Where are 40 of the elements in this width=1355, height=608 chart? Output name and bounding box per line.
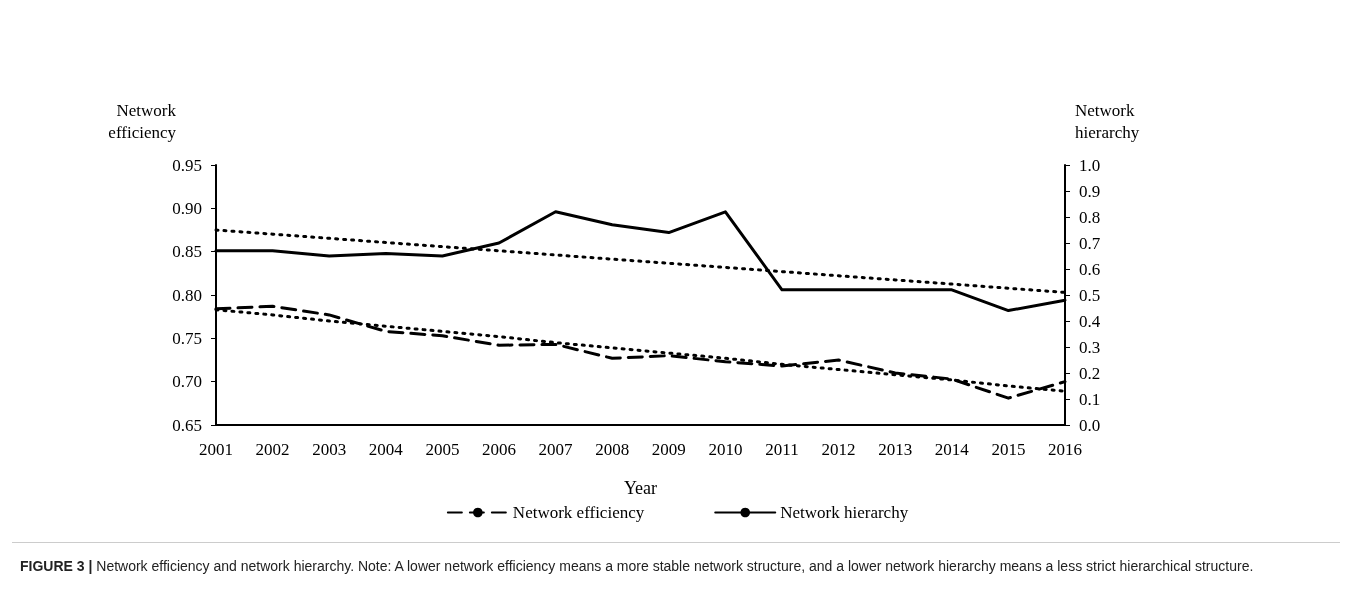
y2-tick-label: 0.7	[1079, 233, 1101, 253]
x-axis-title: Year	[623, 478, 658, 498]
y-tick-label: 0.85	[172, 242, 202, 262]
y-tick-label: 0.65	[172, 415, 202, 435]
caption: FIGURE 3 | Network efficiency and network hierarchy. Note: A lower network efficiency means a more stable network structure, and a lower network hierarchy means a less strict hierarchical structure.	[20, 557, 1255, 576]
y2-tick-label: 0.5	[1079, 285, 1101, 305]
y2-axis-title: Network hierarchy	[1075, 100, 1140, 142]
x-tick-label: 2015	[991, 440, 1026, 459]
y2-tick-label: 0.9	[1079, 181, 1101, 201]
x-tick-label: 2012	[821, 440, 856, 459]
x-tick-label: 2005	[425, 440, 460, 459]
y2-tick-label: 0.6	[1079, 259, 1101, 279]
x-tick-label: 2001	[199, 440, 233, 459]
y2-tick-label: 1.0	[1079, 155, 1101, 175]
y2-tick-label: 0.0	[1079, 415, 1101, 435]
y2-tick-label: 0.4	[1079, 311, 1101, 331]
x-tick-label: 2003	[312, 440, 347, 459]
y2-tick-label: 0.1	[1079, 389, 1101, 409]
y2-tick-label: 0.2	[1079, 363, 1101, 383]
x-tick-label: 2014	[934, 440, 970, 459]
legend-label: Network efficiency	[512, 503, 645, 522]
x-tick-label: 2006	[482, 440, 516, 459]
x-tick-label: 2002	[255, 440, 290, 459]
y2-tick-label: 0.3	[1079, 337, 1101, 357]
legend-label: Network hierarchy	[780, 503, 909, 522]
x-tick-label: 2011	[765, 440, 799, 459]
y-axis-title: Network efficiency	[108, 100, 177, 142]
x-tick-label: 2008	[595, 440, 630, 459]
x-tick-label: 2009	[651, 440, 686, 459]
y-tick-label: 0.95	[172, 155, 202, 175]
y-tick-label: 0.80	[172, 285, 202, 305]
y-tick-label: 0.90	[172, 198, 202, 218]
y2-tick-label: 0.8	[1079, 207, 1101, 227]
x-tick-label: 2004	[368, 440, 404, 459]
y-tick-label: 0.75	[172, 328, 202, 348]
x-tick-label: 2016	[1048, 440, 1082, 459]
x-tick-label: 2013	[878, 440, 913, 459]
y-tick-label: 0.70	[172, 372, 202, 392]
x-tick-label: 2010	[708, 440, 743, 459]
x-tick-label: 2007	[538, 440, 574, 459]
